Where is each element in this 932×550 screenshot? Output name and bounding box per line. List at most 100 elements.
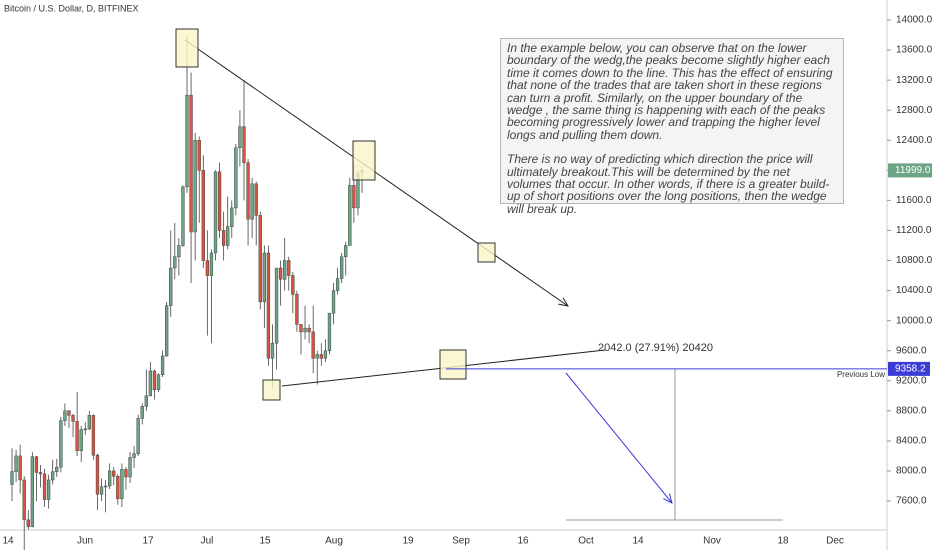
candle-body [250, 183, 254, 220]
x-tick-label: 14 [632, 536, 644, 547]
candle-body [87, 415, 91, 430]
candle-body [234, 147, 238, 209]
candle-body [112, 470, 116, 477]
candle-body [258, 215, 262, 303]
candle-body [335, 278, 340, 291]
candle-body [18, 455, 22, 481]
x-tick-label: Aug [325, 536, 343, 547]
candle-body [315, 354, 319, 359]
candle-body [291, 275, 295, 295]
x-tick-label: 19 [402, 536, 414, 547]
candle-body [303, 327, 307, 333]
candle-body [160, 355, 165, 376]
y-tick-label: 9600.0 [896, 345, 927, 356]
candle-body [193, 140, 197, 233]
candle-body [344, 245, 348, 258]
previous-low-label: Previous Low [837, 370, 885, 379]
highlight-box [439, 349, 467, 380]
candle-body [67, 410, 71, 416]
upper-trendline [184, 39, 568, 306]
price-tag-label: 9358.2 [895, 364, 926, 375]
candle-body [173, 256, 177, 269]
candle-body [120, 469, 124, 500]
candle-body [10, 471, 14, 485]
candle-body [283, 260, 287, 280]
candle-body [51, 471, 55, 481]
y-tick-label: 10400.0 [896, 285, 932, 296]
y-tick-label: 11200.0 [896, 225, 932, 236]
chart-title: Bitcoin / U.S. Dollar, D, BITFINEX [4, 3, 139, 13]
candle-body [323, 350, 328, 359]
y-tick-label: 11600.0 [896, 195, 932, 206]
y-tick-label: 10800.0 [896, 255, 932, 266]
candle-body [26, 519, 30, 527]
candle-body [270, 342, 275, 359]
candle-body [189, 94, 193, 233]
x-tick-label: Dec [826, 536, 844, 547]
drawings [175, 28, 783, 521]
candle-body [38, 472, 43, 475]
candle-body [205, 260, 210, 276]
candle-body [230, 207, 234, 227]
candle-body [274, 267, 279, 344]
candle-body [144, 395, 148, 407]
candle-body [75, 421, 79, 451]
candle-body [152, 370, 157, 391]
y-tick-label: 13600.0 [896, 45, 932, 56]
candle-body [46, 479, 51, 500]
candle-body [217, 171, 222, 231]
candle-body [132, 453, 136, 458]
last-price-label: 11999.0 [895, 165, 931, 176]
candle-body [55, 466, 59, 472]
highlight-box [352, 140, 376, 181]
y-tick-label: 10000.0 [896, 315, 932, 326]
candle-body [116, 475, 120, 500]
candle-body [169, 267, 173, 306]
x-tick-label: Nov [703, 536, 721, 547]
candle-body [242, 126, 246, 164]
candle-body [140, 406, 144, 419]
candle-body [311, 331, 315, 359]
candle-body [63, 410, 67, 421]
x-tick-label: 16 [517, 536, 529, 547]
candle-body [221, 230, 226, 246]
y-tick-label: 8800.0 [896, 405, 927, 416]
candle-body [95, 454, 100, 495]
highlight-box [477, 242, 496, 263]
candle-body [71, 415, 75, 422]
projection-arrow [565, 372, 672, 503]
measure-label: 2042.0 (27.91%) 20420 [598, 342, 713, 354]
y-tick-label: 7600.0 [896, 496, 927, 507]
y-tick-label: 8400.0 [896, 436, 927, 447]
candle-body [156, 374, 161, 391]
candle-body [340, 256, 344, 279]
candle-body [307, 327, 311, 333]
candle-body [136, 418, 140, 454]
candle-body [181, 186, 185, 246]
candle-body [42, 473, 47, 500]
candle-body [177, 245, 181, 258]
candle-body [79, 429, 83, 451]
candle-body [165, 305, 169, 357]
candle-body [348, 185, 352, 246]
candle-body [14, 455, 18, 472]
x-tick-label: Sep [452, 536, 470, 547]
candle-body [213, 171, 218, 254]
annotation-text: In the example below, you can observe th… [507, 41, 833, 142]
candle-body [91, 415, 96, 456]
candle-body [238, 126, 242, 149]
annotation-text: There is no way of predicting which dire… [507, 152, 830, 216]
candle-body [287, 260, 291, 276]
candle-body [197, 140, 201, 171]
candle-body [209, 252, 214, 276]
candle-body [34, 456, 39, 473]
candle-body [22, 479, 26, 521]
y-tick-label: 12400.0 [896, 135, 932, 146]
candle-body [331, 290, 336, 314]
last-price-tag [888, 163, 932, 178]
candle-body [295, 294, 299, 325]
candle-body [278, 267, 283, 280]
candle-body [83, 428, 87, 431]
